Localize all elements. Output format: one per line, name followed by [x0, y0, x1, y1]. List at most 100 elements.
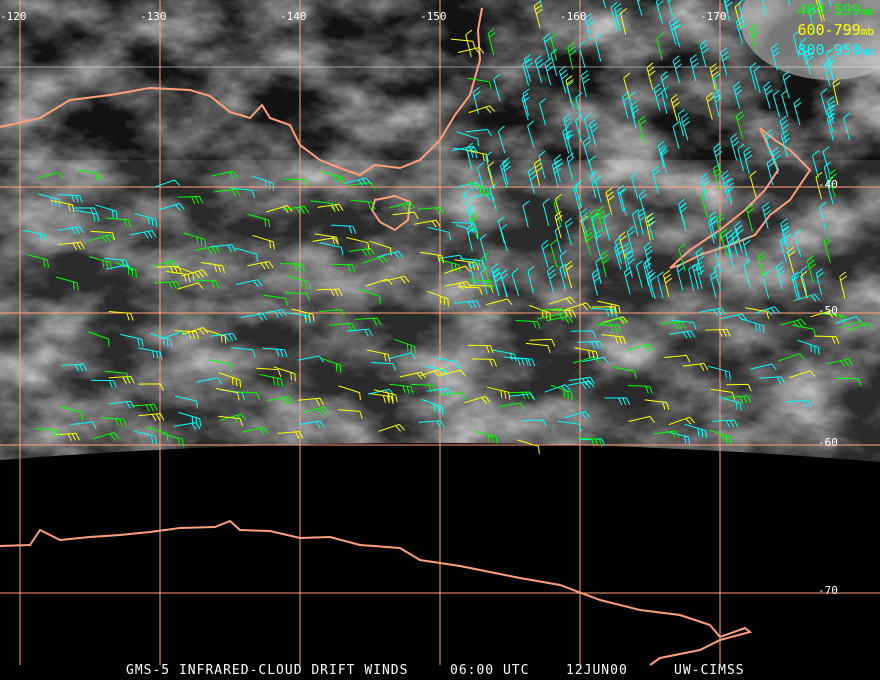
- wind-barb: [676, 262, 685, 291]
- wind-barb: [89, 256, 112, 270]
- wind-barb: [273, 366, 296, 382]
- wind-barb: [793, 98, 802, 126]
- wind-barb: [565, 302, 592, 311]
- wind-barb: [176, 282, 204, 290]
- wind-barb: [712, 163, 723, 191]
- wind-barb: [668, 16, 679, 45]
- wind-barb: [780, 129, 791, 158]
- wind-barb: [267, 396, 294, 405]
- wind-barb: [765, 129, 774, 157]
- wind-barb: [103, 257, 129, 268]
- wind-barb: [470, 211, 479, 240]
- wind-barb: [393, 338, 416, 355]
- wind-barb: [337, 409, 363, 419]
- wind-barb: [310, 200, 336, 212]
- wind-barb: [720, 47, 730, 75]
- wind-barb: [828, 169, 837, 197]
- legend-item: 800-950mb: [797, 41, 874, 59]
- wind-barb: [283, 178, 309, 187]
- wind-barb: [549, 296, 576, 305]
- wind-barb: [646, 62, 656, 90]
- wind-barb: [87, 331, 110, 347]
- wind-barb: [782, 70, 791, 99]
- wind-barb: [260, 309, 287, 318]
- wind-barb: [589, 208, 599, 236]
- lon-label: -140: [280, 10, 307, 23]
- wind-barb: [550, 384, 573, 400]
- wind-barb: [319, 309, 346, 317]
- wind-barb: [826, 112, 835, 141]
- wind-barb: [247, 261, 274, 270]
- wind-barb: [383, 275, 410, 284]
- wind-barb: [172, 265, 195, 281]
- wind-barb: [414, 219, 441, 228]
- wind-barb: [480, 266, 488, 295]
- wind-barb: [657, 271, 665, 299]
- wind-barb: [626, 226, 635, 254]
- wind-barb: [550, 239, 558, 267]
- wind-barb: [574, 347, 599, 360]
- wind-barb: [454, 259, 480, 271]
- wind-barb: [522, 88, 530, 116]
- lon-label: -160: [560, 10, 587, 23]
- wind-barb: [477, 162, 485, 190]
- wind-barb: [554, 210, 563, 239]
- wind-barb: [435, 357, 460, 370]
- wind-barb: [54, 432, 80, 441]
- wind-barb: [317, 203, 344, 213]
- wind-barb: [839, 271, 848, 299]
- wind-barb: [467, 77, 492, 90]
- wind-barb: [329, 322, 356, 331]
- wind-barb: [602, 0, 607, 9]
- wind-barb: [208, 359, 233, 372]
- wind-barb: [644, 399, 670, 410]
- wind-barb: [355, 317, 382, 326]
- wind-barb: [584, 228, 594, 256]
- wind-barb: [664, 354, 691, 363]
- wind-barb: [600, 250, 610, 278]
- wind-barb: [460, 258, 485, 269]
- wind-barb: [688, 264, 696, 292]
- wind-barb: [839, 320, 866, 329]
- wind-barb: [712, 419, 739, 428]
- wind-barb: [522, 58, 530, 87]
- wind-barb: [515, 320, 541, 329]
- wind-barb: [444, 265, 471, 274]
- wind-barb: [374, 389, 398, 403]
- wind-barb: [820, 88, 828, 116]
- wind-barb: [90, 230, 116, 241]
- wind-barb: [601, 334, 627, 345]
- wind-barb: [716, 213, 725, 241]
- wind-barb: [618, 231, 627, 259]
- wind-barb: [667, 0, 674, 17]
- wind-barb: [259, 374, 284, 387]
- wind-barb: [813, 335, 840, 344]
- wind-barb: [564, 260, 573, 289]
- wind-barb: [677, 109, 685, 137]
- lat-label: -50: [818, 304, 838, 317]
- wind-barb: [789, 370, 816, 379]
- wind-barb: [603, 213, 611, 241]
- wind-barb: [595, 175, 603, 203]
- wind-barb: [794, 229, 802, 257]
- wind-barb: [133, 430, 158, 444]
- wind-barb: [627, 343, 654, 352]
- wind-barb: [725, 229, 735, 257]
- wind-barb: [718, 396, 742, 411]
- wind-barb: [638, 189, 647, 218]
- wind-barb: [509, 393, 536, 401]
- wind-barb: [454, 300, 481, 309]
- wind-barb: [346, 237, 370, 251]
- wind-barb: [533, 158, 543, 186]
- wind-barb: [178, 412, 202, 427]
- wind-barb: [471, 358, 497, 367]
- wind-barb: [591, 268, 601, 296]
- wind-barb: [778, 353, 805, 362]
- wind-barb: [262, 347, 288, 358]
- wind-barb: [457, 47, 485, 55]
- wind-barb: [37, 172, 64, 179]
- wind-barb: [95, 204, 118, 220]
- wind-barb: [779, 235, 788, 263]
- wind-barb: [762, 202, 772, 230]
